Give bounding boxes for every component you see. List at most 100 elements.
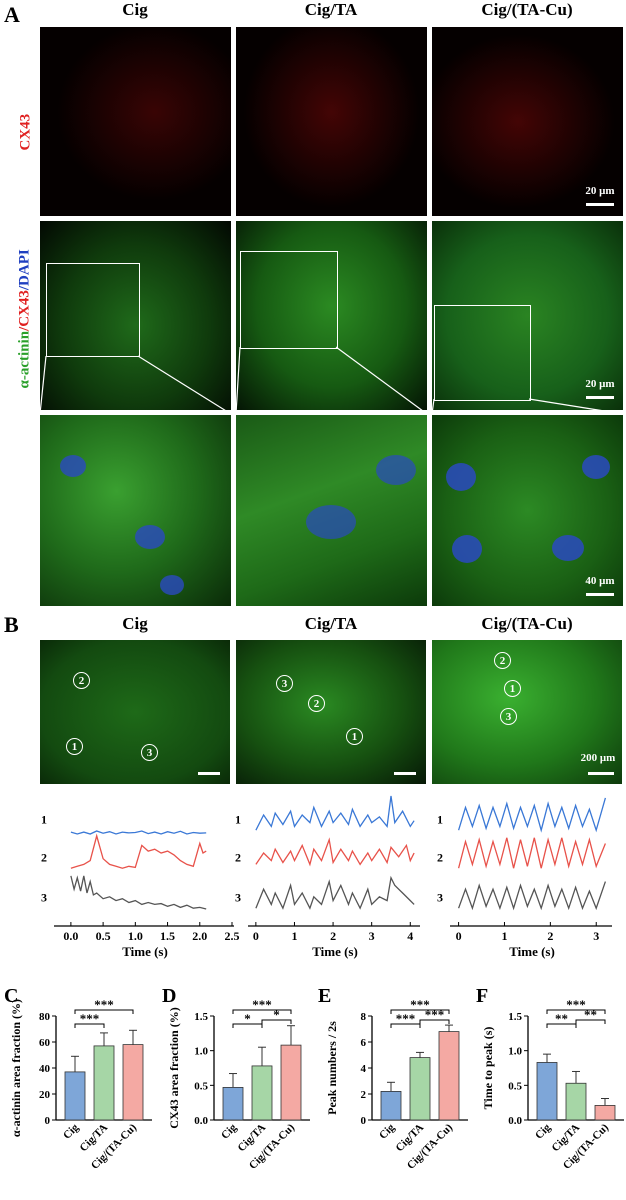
scalebar-a-mid	[586, 396, 614, 399]
sig-bracket-D-0	[232, 1023, 263, 1028]
roi-3-cigta: 3	[276, 675, 293, 692]
image-zoom-cigtacu: 40 μm	[432, 415, 623, 606]
panel-letter-F: F	[476, 985, 488, 1007]
sig-label-F-2: ***	[566, 997, 586, 1012]
panel-letter-C: C	[4, 985, 18, 1007]
scalebar-b-cigta	[394, 772, 416, 775]
y-axis-label-C: α-actinin area fraction (%)	[9, 999, 23, 1137]
image-calcium-cigta: 3 2 1	[236, 640, 426, 784]
trace-x-axis-label-B-traces-cig: Time (s)	[122, 944, 168, 959]
sig-label-D-1: *	[273, 1007, 280, 1022]
bar-E-1	[409, 1057, 431, 1121]
trace-line-B-traces-cig-series-1	[70, 830, 207, 835]
sig-bracket-C-1	[74, 1009, 134, 1014]
y-tick-label-D-1: 0.5	[194, 1080, 208, 1092]
image-calcium-cig: 2 1 3	[40, 640, 230, 784]
trace-x-tick-label-B-traces-cigtacu-0: 0	[456, 929, 462, 943]
y-tick-label-E-1: 2	[361, 1089, 367, 1101]
roi-2-cigtacu: 2	[494, 652, 511, 669]
trace-label-B-traces-cigta-series-2: 2	[235, 850, 241, 864]
roi-2-cig: 2	[73, 672, 90, 689]
roi-1-cigtacu: 1	[504, 680, 521, 697]
trace-x-tick-label-B-traces-cig-4: 2.0	[192, 929, 207, 943]
sig-bracket-F-0	[546, 1023, 577, 1028]
connector-cigta-right	[335, 346, 428, 415]
scalebar-label-b: 200 μm	[580, 752, 616, 764]
image-zoom-cig	[40, 415, 231, 606]
connector-cigta-left	[235, 346, 241, 415]
y-tick-label-C-2: 40	[39, 1063, 51, 1075]
bar-C-0	[64, 1071, 86, 1121]
trace-x-tick-label-B-traces-cig-2: 1.0	[128, 929, 143, 943]
trace-label-B-traces-cig-series-1: 1	[41, 812, 47, 826]
bar-F-2	[594, 1105, 616, 1121]
panel-b-letter: B	[4, 612, 19, 637]
sig-bracket-F-2	[546, 1009, 606, 1014]
sig-label-D-0: *	[244, 1011, 251, 1026]
y-tick-label-C-0: 0	[45, 1115, 51, 1127]
trace-line-B-traces-cigta-series-1	[255, 795, 415, 831]
trace-label-B-traces-cigtacu-series-3: 3	[437, 890, 443, 904]
panel-b-col-title-cigta: Cig/TA	[304, 614, 358, 633]
sig-label-E-2: ***	[410, 997, 430, 1012]
trace-x-axis-label-B-traces-cigta: Time (s)	[312, 944, 358, 959]
connector-cig-right	[137, 355, 232, 415]
zoom-box-cigtacu	[434, 305, 531, 401]
y-tick-label-F-3: 1.5	[508, 1011, 522, 1023]
y-tick-label-E-4: 8	[361, 1011, 367, 1023]
sig-bracket-F-1	[575, 1019, 606, 1024]
panel-letter-E: E	[318, 985, 331, 1007]
trace-x-tick-label-B-traces-cig-0: 0.0	[63, 929, 78, 943]
y-tick-label-C-1: 20	[39, 1089, 51, 1101]
sig-label-D-2: ***	[252, 997, 272, 1012]
trace-line-B-traces-cigtacu-series-3	[457, 881, 607, 911]
image-merge-cigtacu: 20 μm	[432, 221, 623, 410]
trace-x-tick-label-B-traces-cigtacu-3: 3	[593, 929, 599, 943]
sig-bracket-C-0	[74, 1023, 105, 1028]
y-tick-label-E-0: 0	[361, 1115, 367, 1127]
trace-x-tick-label-B-traces-cigtacu-1: 1	[501, 929, 507, 943]
trace-x-tick-label-B-traces-cigta-3: 3	[369, 929, 375, 943]
trace-line-B-traces-cig-series-2	[70, 833, 207, 869]
trace-line-B-traces-cigtacu-series-2	[457, 837, 607, 869]
bar-E-2	[438, 1031, 460, 1121]
panel-a-col-title-cigta: Cig/TA	[304, 0, 358, 19]
trace-line-B-traces-cigta-series-2	[255, 837, 415, 867]
trace-label-B-traces-cigta-series-1: 1	[235, 812, 241, 826]
y-tick-label-D-2: 1.0	[194, 1046, 208, 1058]
bar-C-1	[93, 1045, 115, 1121]
y-tick-label-C-3: 60	[39, 1037, 51, 1049]
x-tick-label-D-0: Cig	[219, 1121, 240, 1142]
y-tick-label-C-4: 80	[39, 1011, 51, 1023]
connector-cigtacu-right	[528, 398, 624, 415]
roi-3-cig: 3	[141, 744, 158, 761]
x-tick-label-F-0: Cig	[533, 1121, 554, 1142]
panel-a-col-title-cig: Cig	[122, 0, 148, 19]
bar-D-0	[222, 1087, 244, 1121]
sig-label-C-0: ***	[80, 1011, 100, 1026]
sig-bracket-E-1	[419, 1019, 450, 1024]
zoom-connector-lines	[39, 346, 624, 415]
sig-bracket-D-1	[261, 1019, 292, 1024]
panel-b-col-title-cigtacu: Cig/(TA-Cu)	[481, 614, 573, 633]
image-zoom-cigta	[236, 415, 427, 606]
bar-F-1	[565, 1082, 587, 1121]
panel-a-col-title-cigtacu: Cig/(TA-Cu)	[481, 0, 573, 19]
bar-C-2	[122, 1044, 144, 1121]
image-merge-cig	[40, 221, 231, 410]
trace-line-B-traces-cigta-series-3	[255, 875, 415, 910]
y-tick-label-F-1: 0.5	[508, 1080, 522, 1092]
scalebar-a-top	[586, 203, 614, 206]
connector-cigtacu-left	[431, 398, 435, 415]
sig-label-E-1: ***	[425, 1007, 445, 1022]
panel-a-letter: A	[4, 2, 20, 27]
trace-x-tick-label-B-traces-cig-3: 1.5	[160, 929, 175, 943]
zoom-box-cig	[46, 263, 140, 357]
y-tick-label-F-0: 0.0	[508, 1115, 522, 1127]
trace-x-tick-label-B-traces-cigta-4: 4	[407, 929, 413, 943]
scalebar-a-bottom	[586, 593, 614, 596]
x-tick-label-E-0: Cig	[377, 1121, 398, 1142]
trace-x-tick-label-B-traces-cig-5: 2.5	[225, 929, 240, 943]
roi-1-cig: 1	[66, 738, 83, 755]
